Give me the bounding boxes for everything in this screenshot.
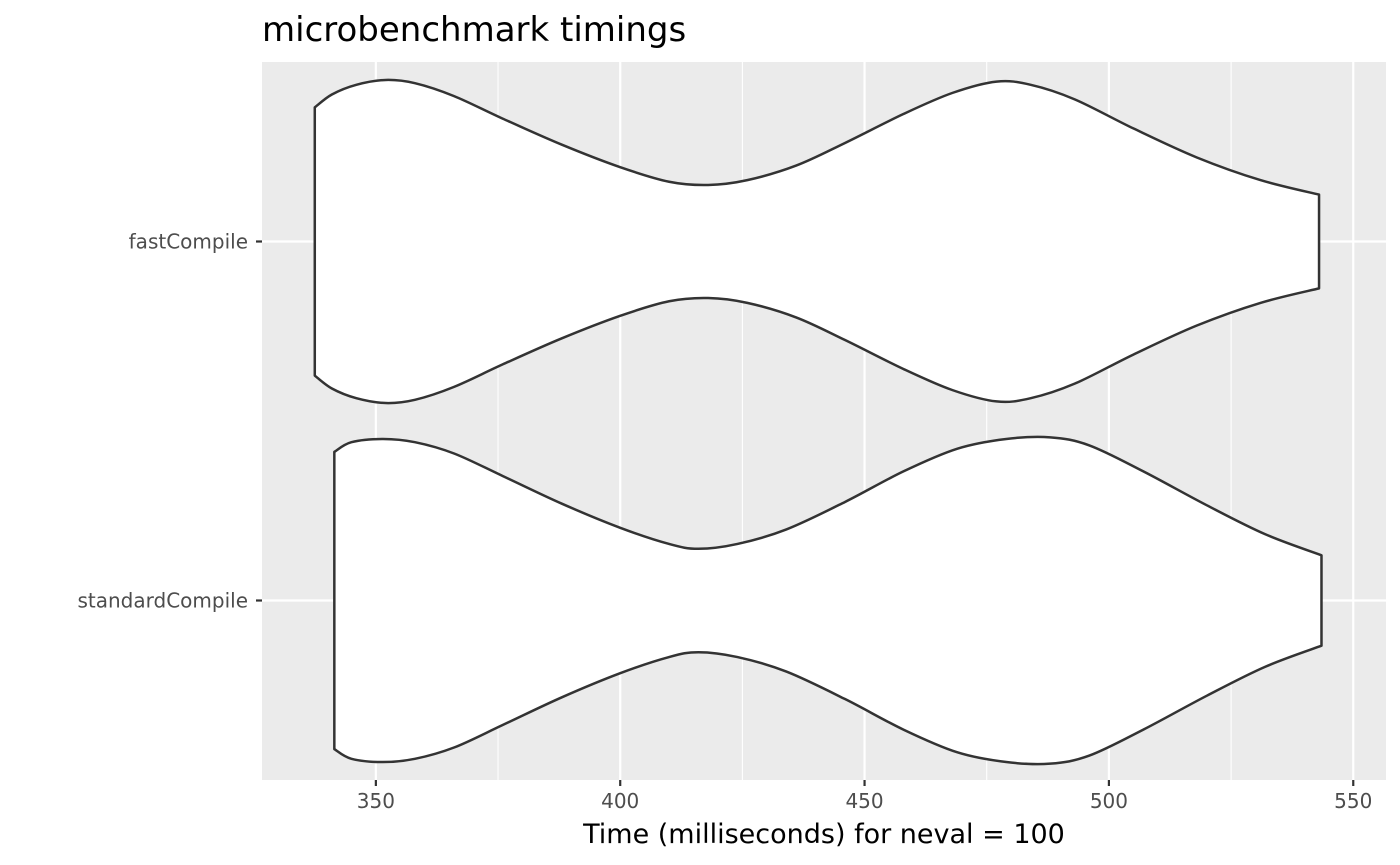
- x-tick-label: 500: [1090, 789, 1128, 813]
- violin-series: [313, 78, 1323, 766]
- y-axis: standardCompile fastCompile: [77, 230, 262, 613]
- x-tick-label: 400: [601, 789, 639, 813]
- y-tick-label: fastCompile: [129, 230, 248, 254]
- x-tick-label: 550: [1334, 789, 1372, 813]
- violin-fastCompile: [313, 78, 1321, 405]
- x-axis-title: Time (milliseconds) for neval = 100: [582, 819, 1065, 850]
- x-tick-label: 350: [357, 789, 395, 813]
- y-tick-label: standardCompile: [77, 589, 248, 613]
- violin-standardCompile: [333, 435, 1323, 766]
- x-axis: 350 400 450 500 550: [357, 780, 1372, 813]
- x-tick-label: 450: [845, 789, 883, 813]
- chart-title: microbenchmark timings: [262, 10, 686, 50]
